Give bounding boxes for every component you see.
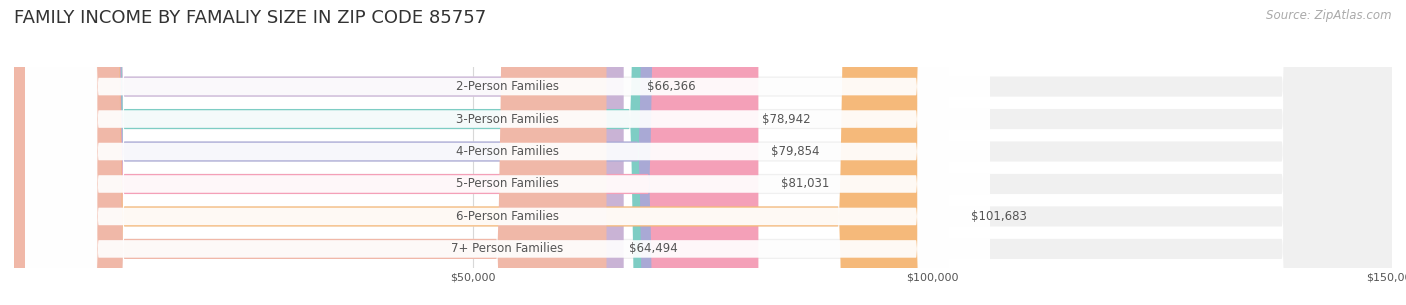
Text: $150,000: $150,000: [1365, 272, 1406, 282]
FancyBboxPatch shape: [25, 0, 990, 305]
FancyBboxPatch shape: [14, 0, 1392, 305]
Text: 4-Person Families: 4-Person Families: [456, 145, 558, 158]
Text: $79,854: $79,854: [770, 145, 820, 158]
FancyBboxPatch shape: [25, 0, 990, 305]
FancyBboxPatch shape: [14, 0, 948, 305]
Text: $66,366: $66,366: [647, 80, 696, 93]
Text: 2-Person Families: 2-Person Families: [456, 80, 558, 93]
FancyBboxPatch shape: [14, 0, 624, 305]
Text: $81,031: $81,031: [782, 178, 830, 191]
FancyBboxPatch shape: [14, 0, 606, 305]
FancyBboxPatch shape: [25, 0, 990, 305]
FancyBboxPatch shape: [14, 0, 1392, 305]
FancyBboxPatch shape: [14, 0, 758, 305]
Text: FAMILY INCOME BY FAMALIY SIZE IN ZIP CODE 85757: FAMILY INCOME BY FAMALIY SIZE IN ZIP COD…: [14, 9, 486, 27]
Text: Source: ZipAtlas.com: Source: ZipAtlas.com: [1267, 9, 1392, 22]
FancyBboxPatch shape: [14, 0, 1392, 305]
FancyBboxPatch shape: [14, 0, 740, 305]
FancyBboxPatch shape: [25, 0, 990, 305]
Text: $50,000: $50,000: [450, 272, 496, 282]
Text: $100,000: $100,000: [907, 272, 959, 282]
Text: $101,683: $101,683: [972, 210, 1026, 223]
Text: $64,494: $64,494: [630, 242, 678, 255]
FancyBboxPatch shape: [25, 0, 990, 305]
Text: 6-Person Families: 6-Person Families: [456, 210, 558, 223]
FancyBboxPatch shape: [14, 0, 1392, 305]
Text: $78,942: $78,942: [762, 113, 811, 126]
Text: 3-Person Families: 3-Person Families: [456, 113, 558, 126]
FancyBboxPatch shape: [14, 0, 748, 305]
FancyBboxPatch shape: [14, 0, 1392, 305]
Text: 7+ Person Families: 7+ Person Families: [451, 242, 564, 255]
Text: 5-Person Families: 5-Person Families: [456, 178, 558, 191]
FancyBboxPatch shape: [25, 0, 990, 305]
FancyBboxPatch shape: [14, 0, 1392, 305]
